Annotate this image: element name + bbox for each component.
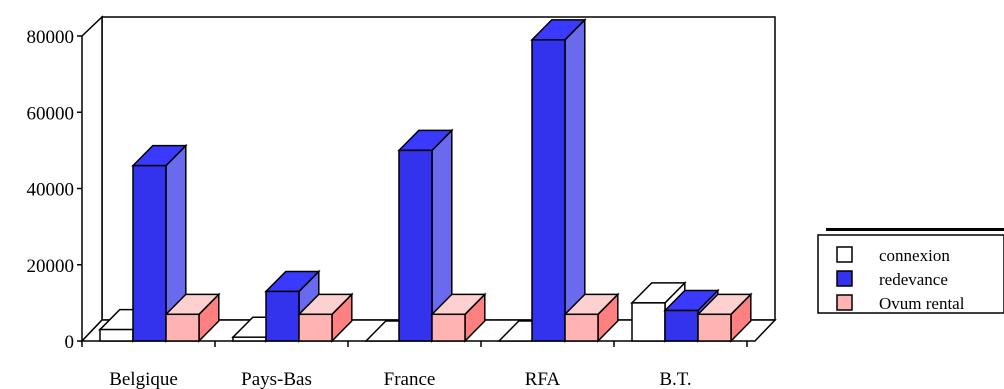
legend-label-ovum-rental: Ovum rental: [879, 294, 965, 313]
y-tick-label-40000: 40000: [27, 180, 75, 201]
bar-front: [398, 149, 433, 342]
bar-front: [697, 313, 732, 342]
bar-front: [631, 302, 666, 342]
y-tick-label-20000: 20000: [27, 256, 75, 277]
bar-ovum-rental-france: [430, 292, 487, 343]
bar-ovum-rental-rfa: [563, 292, 620, 343]
legend-label-redevance: redevance: [879, 270, 948, 289]
y-axis: 0 20000 40000 60000 80000: [27, 27, 82, 353]
bars-group: [98, 17, 753, 343]
bar-front: [664, 309, 699, 342]
legend-swatch-connexion: [836, 246, 853, 263]
bar-redevance-rfa: [530, 17, 587, 343]
y-tick-label-80000: 80000: [27, 27, 75, 48]
bar-side: [564, 17, 586, 343]
bar-ovum-rental-pays-bas: [297, 292, 354, 343]
x-tick-label-belgique: Belgique: [109, 369, 178, 389]
bar-front: [165, 313, 200, 342]
bar-ovum-rental-belgique: [164, 292, 221, 343]
bar-ovum-rental-b-t: [696, 292, 753, 343]
bar-front: [99, 328, 134, 342]
legend: connexion redevance Ovum rental: [817, 228, 1004, 314]
legend-label-connexion: connexion: [879, 246, 950, 265]
legend-shadow-top: [826, 228, 1004, 231]
x-tick-label-france: France: [384, 369, 436, 389]
bar-front: [531, 39, 566, 342]
legend-swatch-ovum-rental: [836, 294, 853, 311]
bar-front: [265, 290, 300, 342]
x-tick-label-rfa: RFA: [525, 369, 561, 389]
bar-front: [132, 164, 167, 342]
bar-front: [431, 313, 466, 342]
left-wall: [81, 15, 103, 343]
bar-redevance-france: [397, 128, 454, 343]
bar-front: [298, 313, 333, 342]
x-axis: Belgique Pays-Bas France RFA B.T.: [81, 341, 748, 389]
y-tick-label-60000: 60000: [27, 103, 75, 124]
x-tick-label-b-t: B.T.: [659, 369, 691, 389]
bar-front: [232, 336, 267, 342]
bar-front: [564, 313, 599, 342]
y-tick-label-0: 0: [65, 332, 75, 353]
legend-swatch-redevance: [836, 270, 853, 287]
bar-redevance-belgique: [131, 143, 188, 343]
x-tick-label-pays-bas: Pays-Bas: [241, 369, 312, 389]
